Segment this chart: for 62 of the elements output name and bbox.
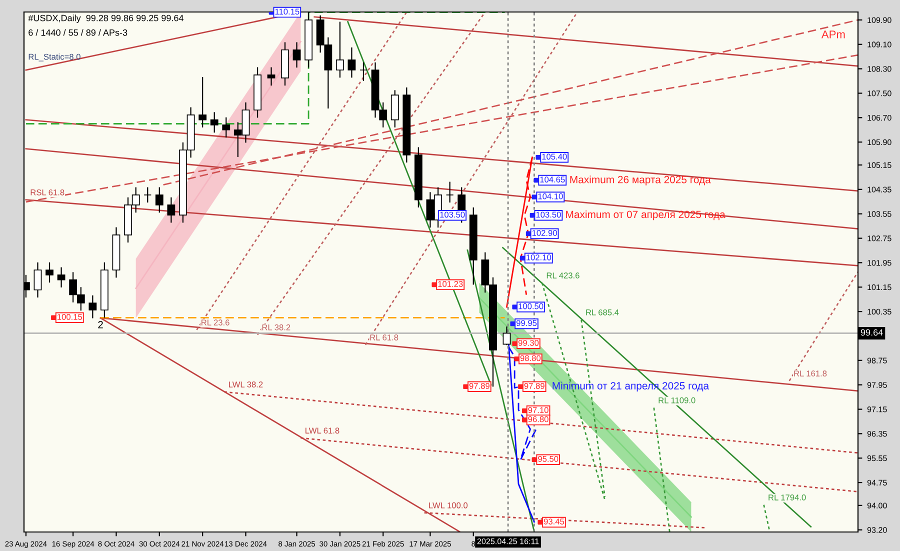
y-tick-label: 101.15 — [868, 284, 892, 290]
data-label: 103.50 — [536, 212, 561, 218]
annotation: Minimum от 21 апреля 2025 года — [552, 382, 710, 392]
series-label: LWL 38.2 — [229, 382, 263, 388]
y-tick-label: 109.10 — [868, 42, 892, 48]
data-label: 102.90 — [532, 230, 557, 236]
annotation: APm — [821, 30, 845, 38]
series-label: RL 61.8 — [370, 334, 398, 340]
data-label: 110.15 — [275, 8, 300, 15]
data-label: 103.50 — [440, 212, 465, 218]
y-tick-label: 109.90 — [868, 17, 892, 23]
series-label: RL 685.4 — [586, 309, 619, 316]
data-label: 97.10 — [528, 407, 548, 414]
y-tick-label: 104.35 — [868, 186, 892, 192]
y-tick-label: 100.35 — [868, 308, 892, 315]
ref-line-label: 99.64 — [860, 329, 883, 336]
y-tick-label: 94.75 — [867, 480, 887, 486]
y-tick-label: 94.00 — [867, 502, 887, 508]
y-tick-label: 102.75 — [868, 236, 892, 242]
y-tick-label: 107.50 — [868, 90, 892, 96]
data-label: 99.95 — [516, 320, 537, 326]
chart-title: #USDX,Daily 99.28 99.86 99.25 99.64 — [28, 14, 184, 24]
y-tick-label: 96.35 — [867, 430, 887, 437]
text: 6 / 1440 / 55 / 89 / APs-3 — [28, 29, 128, 36]
data-label: 97.89 — [524, 382, 544, 389]
series-label: LWL 61.8 — [306, 428, 340, 434]
data-label: 99.30 — [518, 340, 539, 346]
data-label: 104.10 — [538, 193, 563, 200]
y-tick-label: 103.55 — [868, 211, 892, 217]
data-label: 97.89 — [469, 382, 490, 389]
y-tick-label: 97.15 — [867, 406, 887, 412]
data-label: 100.15 — [58, 314, 82, 320]
y-tick-label: 101.95 — [868, 260, 892, 266]
series-label: RL 423.6 — [546, 272, 580, 278]
data-label: 101.23 — [438, 281, 463, 287]
ref-line-label: 2025.04.25 16:11 — [477, 538, 539, 544]
series-label: LWL 100.0 — [429, 502, 468, 508]
y-tick-label: 105.15 — [868, 162, 892, 168]
y-tick-label: 95.55 — [867, 455, 887, 462]
data-label: 105.40 — [542, 154, 567, 160]
y-tick-label: 93.20 — [867, 527, 887, 533]
y-tick-label: 105.90 — [868, 139, 892, 146]
series-label: RL 161.8 — [794, 370, 827, 376]
series-label: RL 1109.0 — [658, 397, 696, 404]
data-label: 102.10 — [526, 254, 552, 260]
data-label: 93.45 — [544, 518, 564, 524]
data-label: 95.50 — [538, 456, 558, 462]
data-label: 98.80 — [520, 355, 541, 362]
series-label: RL 1794.0 — [768, 494, 806, 500]
annotation: Maximum 26 марта 2025 года — [570, 176, 711, 186]
series-label: RL 23.6 — [202, 320, 230, 326]
annotation: 2 — [98, 321, 103, 328]
data-label: 104.65 — [540, 176, 565, 182]
data-label: 96.80 — [528, 416, 548, 422]
data-label: 100.50 — [518, 303, 544, 310]
y-tick-label: 97.95 — [867, 382, 887, 388]
annotation: RL_Static=8.0 — [28, 54, 80, 62]
series-label: RSL 61.8 — [30, 189, 64, 196]
y-tick-label: 98.75 — [867, 358, 887, 364]
series-label: RL 38.2 — [262, 324, 290, 330]
y-tick-label: 108.30 — [868, 66, 892, 72]
y-tick-label: 106.70 — [868, 114, 892, 121]
